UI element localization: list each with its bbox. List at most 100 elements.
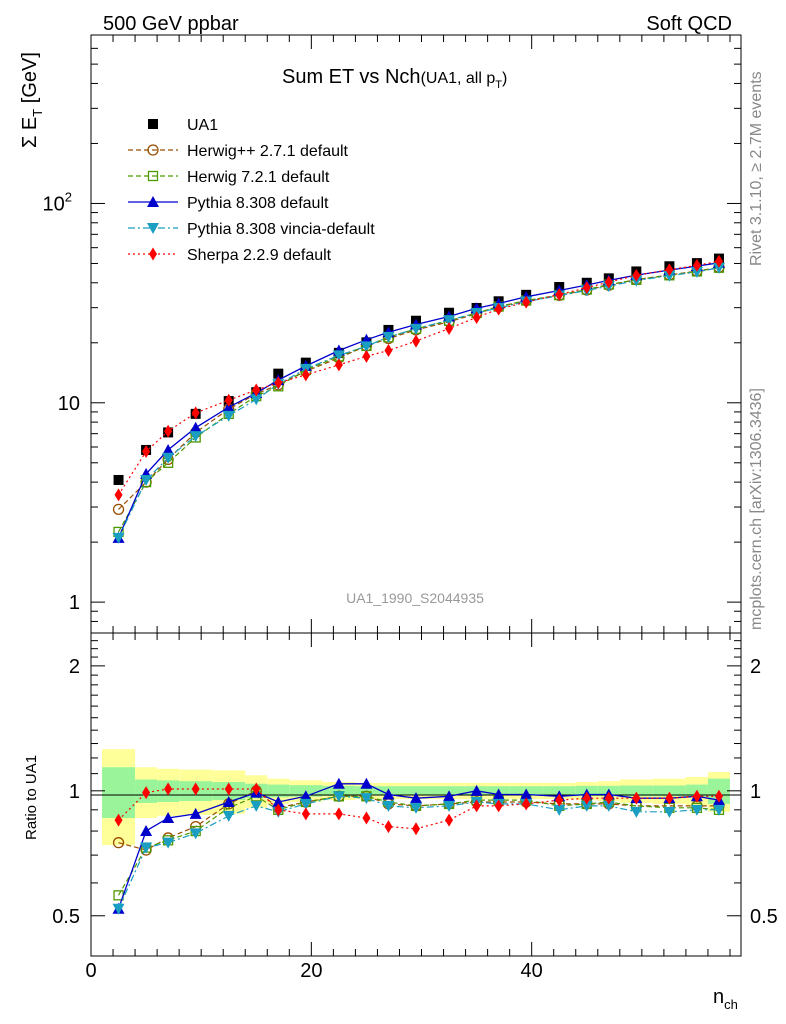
main-series-2	[113, 262, 725, 538]
ratio-data-point	[443, 800, 456, 812]
ratio-data-point	[690, 804, 703, 816]
legend-label: Herwig++ 2.7.1 default	[187, 143, 349, 160]
main-data-point	[494, 302, 503, 316]
legend-entry: UA1	[148, 117, 218, 134]
ratio-data-point	[112, 837, 125, 849]
ratio-data-point	[410, 802, 422, 814]
ratio-data-point	[299, 798, 312, 810]
ratio-data-point	[334, 807, 343, 821]
legend-entry: Herwig 7.2.1 default	[128, 169, 330, 186]
legend-marker	[147, 144, 159, 156]
ratio-data-point	[492, 788, 505, 800]
chart-title-sub: (UA1, all p	[421, 70, 496, 87]
ratio-data-point	[112, 903, 125, 915]
legend-marker	[148, 119, 158, 129]
ratio-data-point	[252, 782, 261, 796]
legend-marker	[147, 223, 159, 234]
ratio-data-point	[443, 790, 456, 802]
ratio-y-tick-label-right: 2	[750, 656, 761, 678]
ratio-stat-band	[652, 785, 686, 797]
main-series-0	[113, 253, 724, 485]
ratio-data-point	[494, 799, 503, 813]
main-data-point	[360, 341, 373, 353]
side-label-bottom: mcplots.cern.ch [arXiv:1306.3436]	[748, 388, 765, 630]
ratio-ticks: 0.5 0.51 12 20 20 40	[52, 633, 778, 982]
ratio-y-tick-label-right: 0.5	[750, 906, 778, 928]
ratio-data-point	[142, 786, 151, 800]
main-data-point	[382, 331, 395, 343]
main-data-point	[714, 254, 723, 268]
ratio-data-point	[555, 793, 564, 807]
ratio-y-axis-label: Ratio to UA1	[23, 755, 40, 840]
ratio-data-point	[360, 777, 373, 789]
ratio-data-point	[332, 791, 345, 803]
main-data-point	[362, 349, 371, 363]
chart-title-main: Sum ET vs Nch	[282, 66, 421, 88]
ratio-stat-band	[267, 784, 290, 798]
ratio-series-layer	[112, 777, 725, 915]
header-left-label: 500 GeV ppbar	[103, 13, 239, 35]
legend-entry: Pythia 8.308 default	[128, 195, 329, 212]
main-data-point	[332, 350, 345, 362]
ratio-data-point	[520, 788, 533, 800]
ratio-data-point	[189, 807, 202, 819]
legend-label: Pythia 8.308 default	[187, 195, 329, 212]
ratio-data-point	[360, 793, 373, 805]
main-data-point	[112, 503, 125, 516]
main-y-tick-label: 1	[69, 592, 80, 614]
main-data-point	[334, 358, 343, 372]
ratio-stat-band	[399, 786, 433, 796]
ratio-data-point	[362, 811, 371, 825]
x-tick-label: 40	[521, 960, 543, 982]
main-data-point	[443, 315, 456, 327]
legend-entry: Herwig++ 2.7.1 default	[128, 143, 349, 160]
ratio-data-point	[410, 792, 422, 804]
main-watermark: UA1_1990_S2044935	[346, 590, 484, 606]
main-data-point	[692, 258, 701, 272]
ratio-panel: 0.5 0.51 12 20 20 40 Ratio to UA1 nch	[23, 632, 778, 1012]
main-data-point	[113, 474, 124, 485]
x-axis-label: nch	[713, 986, 738, 1012]
main-series-5	[114, 254, 723, 502]
main-y-label-main: Σ E	[19, 117, 41, 148]
ratio-series-line	[117, 795, 720, 896]
ratio-data-point	[191, 782, 200, 796]
main-data-point	[555, 288, 564, 302]
main-series-line	[117, 267, 720, 539]
legend-marker	[147, 196, 159, 207]
legend-label: UA1	[187, 117, 218, 134]
ratio-data-point	[162, 837, 175, 849]
main-series-line	[117, 262, 720, 539]
ratio-data-point	[140, 825, 153, 837]
x-label-main: n	[713, 986, 724, 1008]
main-data-point	[604, 275, 613, 289]
ratio-data-point	[140, 842, 153, 854]
legend-marker	[147, 170, 159, 182]
legend-entry: Pythia 8.308 vincia-default	[128, 221, 375, 238]
side-label-top: Rivet 3.1.10, ≥ 2.7M events	[748, 71, 765, 266]
main-data-point	[114, 488, 123, 502]
main-data-point	[224, 393, 233, 407]
ratio-data-point	[224, 782, 233, 796]
main-data-point	[191, 406, 200, 420]
x-tick-label: 20	[300, 960, 322, 982]
main-data-point	[665, 263, 674, 277]
main-data-point	[162, 443, 175, 455]
ratio-data-point	[663, 806, 676, 818]
ratio-data-point	[602, 800, 615, 812]
main-y-label-index: T	[30, 109, 45, 117]
legend-label: Sherpa 2.2.9 default	[187, 247, 332, 264]
chart-title-sub-close: )	[502, 70, 507, 87]
main-series-layer	[112, 253, 725, 544]
ratio-data-point	[522, 797, 531, 811]
main-data-point	[273, 368, 284, 379]
chart-title-sub-index: T	[495, 79, 502, 91]
ratio-series-4	[114, 782, 723, 836]
main-series-line	[117, 267, 720, 533]
ratio-data-point	[582, 791, 591, 805]
main-data-point	[274, 376, 283, 390]
ratio-data-point	[164, 782, 173, 796]
main-data-point	[522, 295, 531, 309]
main-series-3	[112, 256, 725, 543]
